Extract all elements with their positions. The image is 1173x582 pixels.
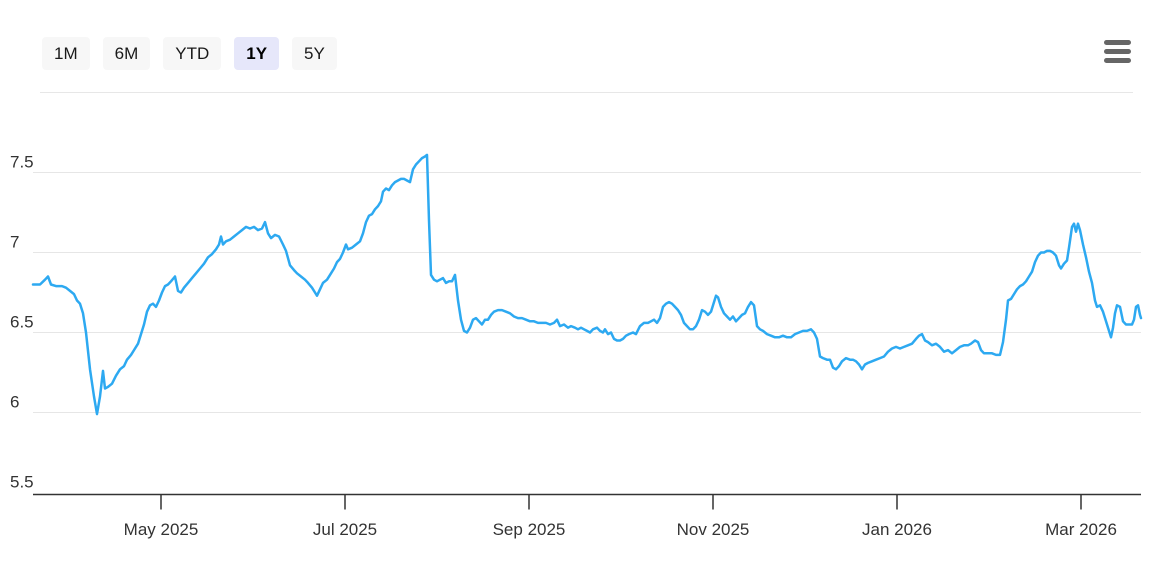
range-button-ytd[interactable]: YTD: [163, 37, 222, 70]
range-button-1y[interactable]: 1Y: [234, 37, 280, 70]
y-axis-label: 7: [10, 233, 19, 252]
x-tick-label: Sep 2025: [493, 520, 566, 539]
x-tick-label: Jan 2026: [862, 520, 932, 539]
hamburger-menu-icon: [1104, 40, 1131, 45]
x-tick-label: Nov 2025: [677, 520, 750, 539]
series-line: [31, 153, 1143, 416]
y-axis-label: 5.5: [10, 473, 34, 492]
toolbar-divider: [40, 92, 1133, 93]
chart-context-menu-button[interactable]: [1104, 40, 1131, 63]
x-tick-label: Mar 2026: [1045, 520, 1117, 539]
y-axis-label: 7.5: [10, 153, 34, 172]
range-button-5y[interactable]: 5Y: [292, 37, 337, 70]
y-axis-label: 6: [10, 393, 19, 412]
range-buttons-group: 1M 6M YTD 1Y 5Y: [42, 37, 350, 70]
hamburger-menu-icon: [1104, 58, 1131, 63]
range-selector: 1M 6M YTD 1Y 5Y: [42, 37, 350, 70]
hamburger-menu-icon: [1104, 49, 1131, 54]
x-tick-label: May 2025: [124, 520, 199, 539]
range-button-6m[interactable]: 6M: [102, 37, 151, 70]
plot-area[interactable]: [33, 100, 1141, 495]
x-tick-label: Jul 2025: [313, 520, 377, 539]
y-axis-label: 6.5: [10, 313, 34, 332]
range-button-1m[interactable]: 1M: [42, 37, 90, 70]
